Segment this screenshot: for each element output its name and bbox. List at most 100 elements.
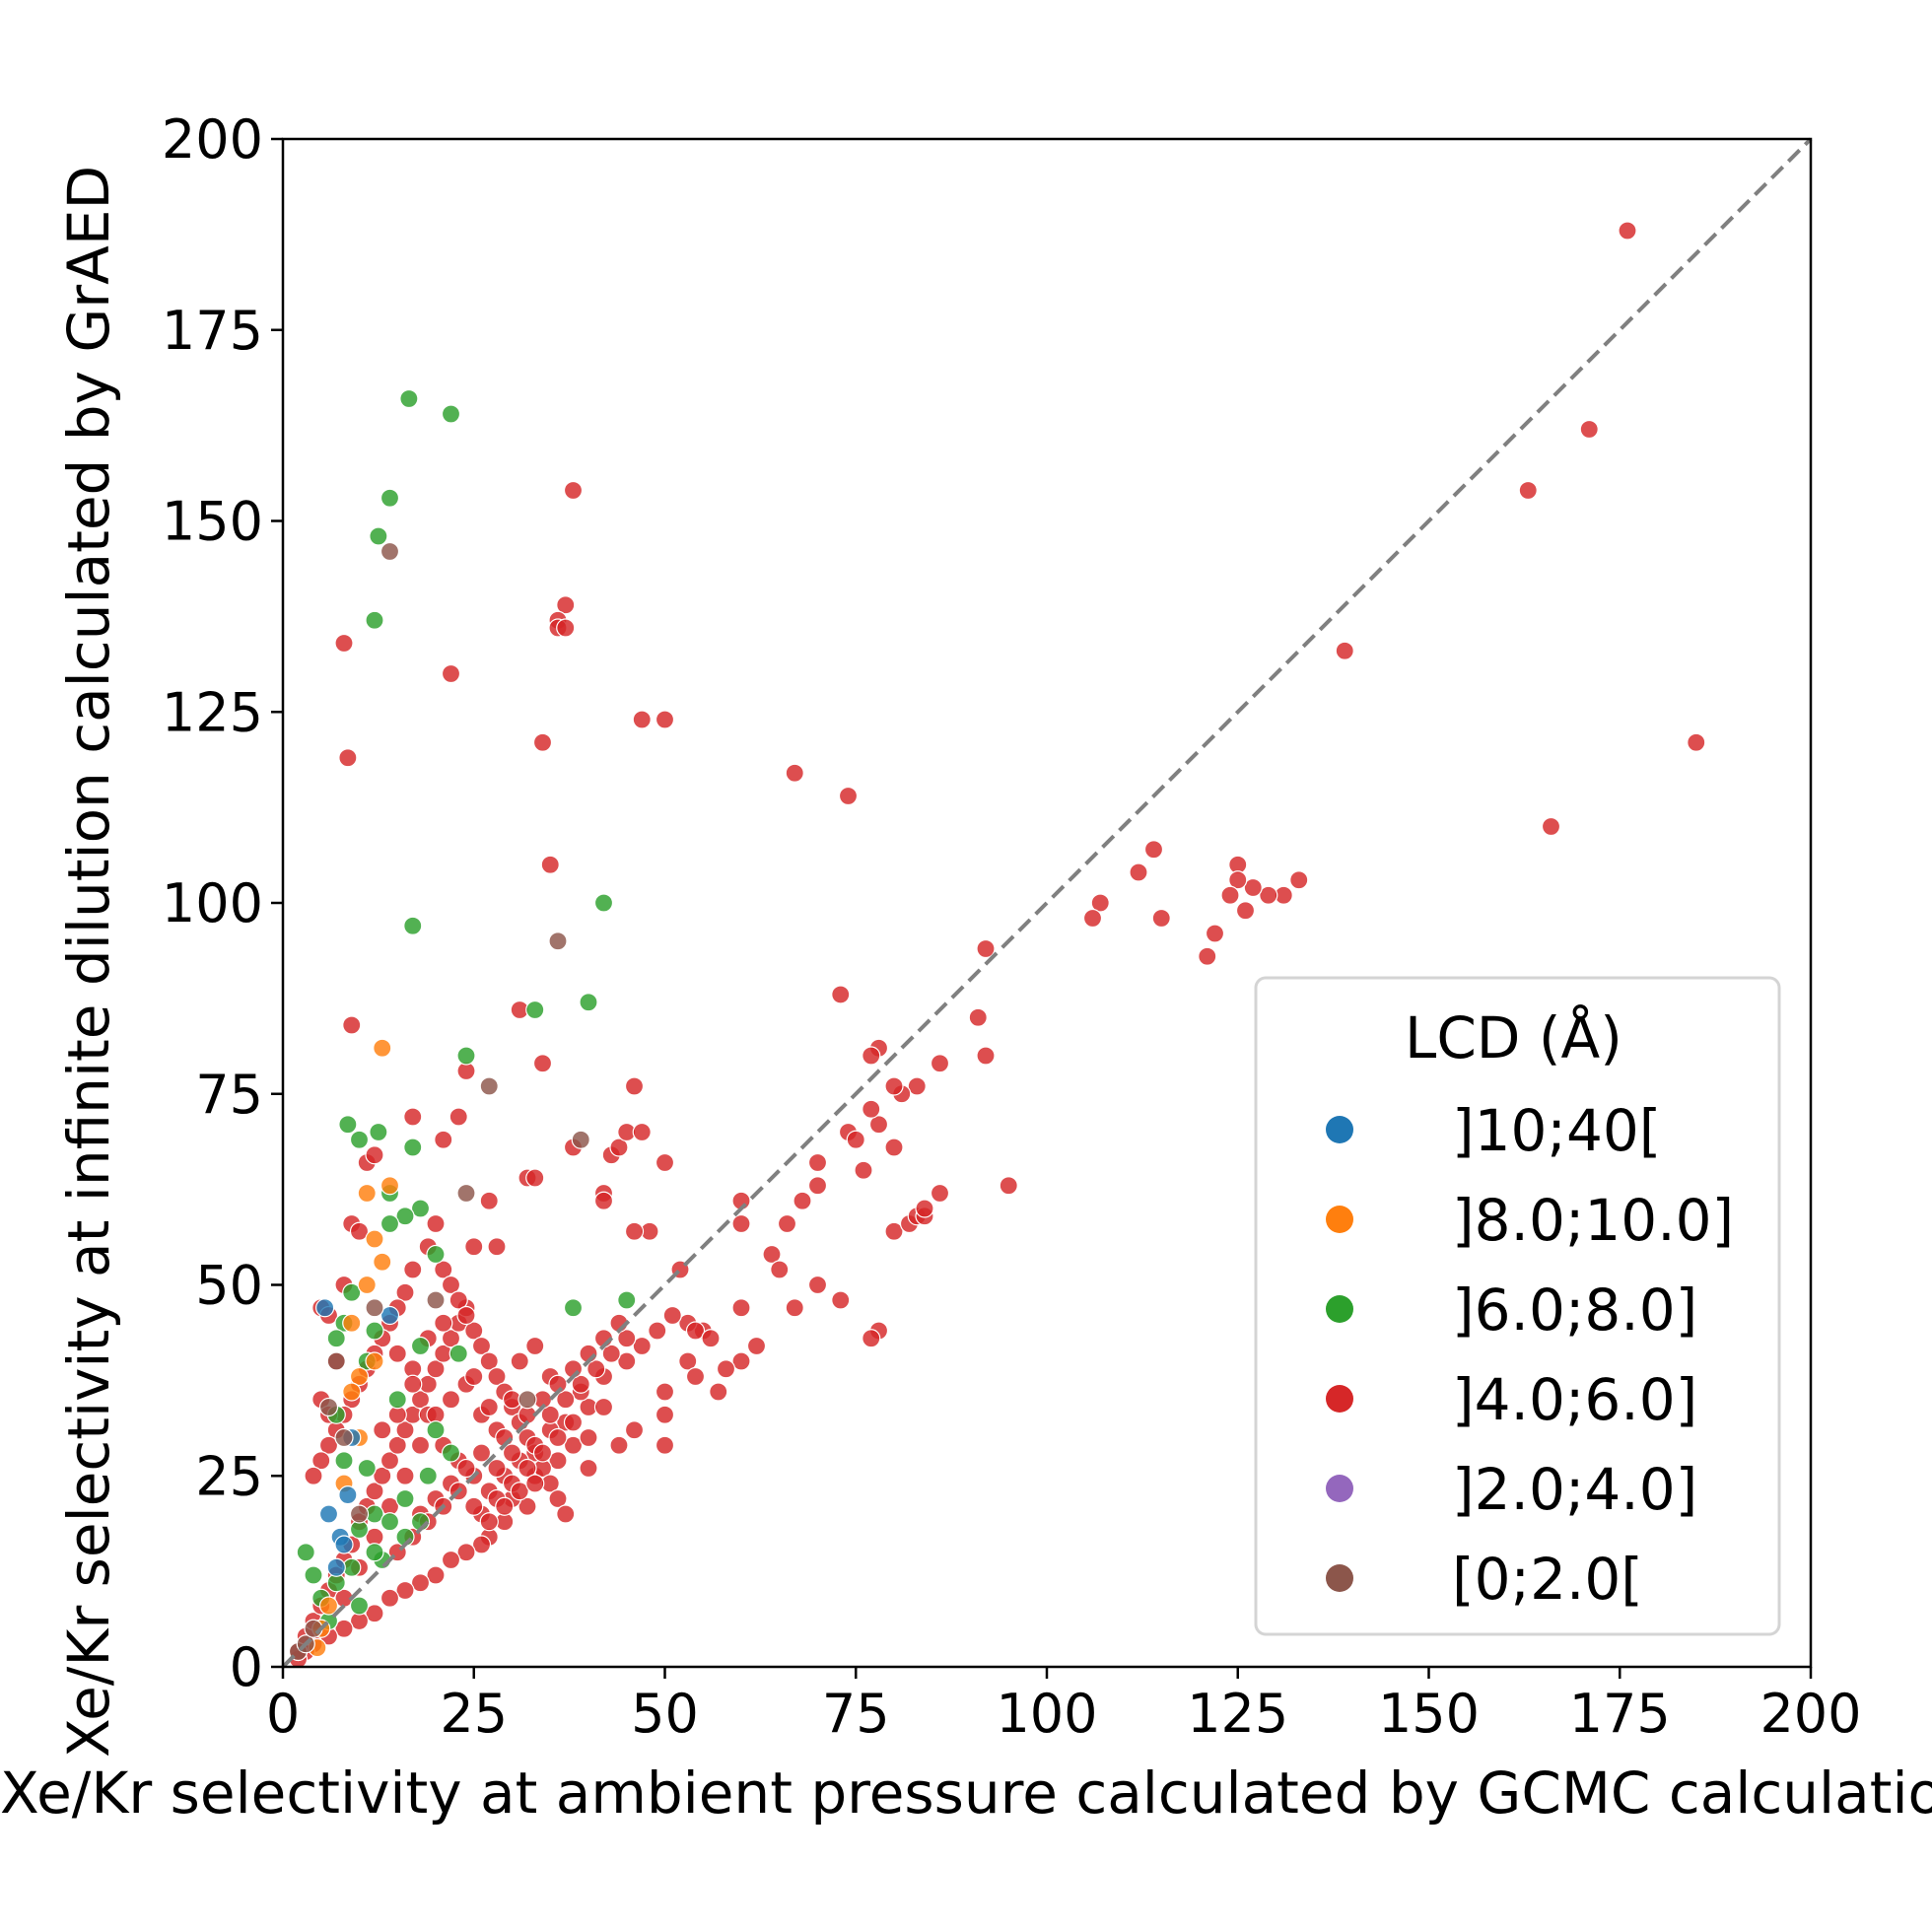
data-point [338,1485,358,1505]
data-point [487,1458,507,1479]
data-points [288,221,1706,1667]
data-point [326,1351,346,1371]
y-axis-title: Xe/Kr selectivity at infinite dilution c… [55,166,122,1758]
data-point [464,1321,484,1341]
data-point [357,1183,377,1204]
data-point [479,1191,499,1210]
data-point [342,1015,362,1035]
data-point [785,1298,804,1318]
data-point [655,1435,675,1455]
data-point [315,1298,335,1318]
data-point [884,1076,904,1096]
legend-label: ]10;40[ [1452,1097,1661,1164]
x-tick-label: 0 [266,1683,300,1745]
data-point [464,1496,484,1516]
data-point [365,1298,384,1318]
data-point [655,1382,675,1402]
data-point [624,1221,645,1241]
legend-label: ]8.0;10.0] [1452,1187,1734,1254]
data-point [609,1138,629,1157]
data-point [976,938,996,959]
data-point [349,1504,370,1524]
x-axis-title: Xe/Kr selectivity at ambient pressure ca… [0,1760,1932,1827]
data-point [410,1336,431,1356]
data-point [426,1359,446,1379]
data-point [716,1359,736,1379]
x-tick-label: 100 [996,1683,1097,1745]
data-point [395,1580,415,1601]
data-point [365,1482,384,1501]
data-point [532,1054,553,1073]
data-point [579,1458,598,1479]
data-point [441,1443,461,1463]
data-point [426,1565,446,1585]
data-point [1541,816,1561,837]
data-point [593,1191,614,1210]
data-point [373,1252,392,1272]
data-point [854,1160,873,1180]
legend-label: ]4.0;6.0] [1452,1366,1697,1433]
data-point [586,1359,606,1379]
data-point [701,1329,721,1348]
data-point [395,1488,415,1509]
data-point [632,1122,652,1142]
data-point [548,932,568,951]
data-point [1289,870,1309,890]
data-point [311,1451,331,1471]
data-point [510,1482,529,1501]
data-point [487,1366,507,1387]
data-point [563,1298,584,1318]
data-point [369,1122,388,1142]
data-point [1143,840,1164,860]
data-point [884,1221,904,1241]
y-tick-label: 175 [162,300,263,362]
data-point [976,1046,996,1066]
data-point [617,1290,637,1310]
data-point [632,1336,652,1356]
data-point [380,1512,400,1532]
data-point [655,710,675,729]
x-tick-label: 50 [631,1683,699,1745]
legend-marker [1326,1385,1353,1413]
data-point [556,595,576,615]
data-point [380,1588,400,1608]
legend-marker [1326,1206,1353,1233]
data-point [471,1336,492,1356]
data-point [571,1374,590,1394]
data-point [770,1260,790,1279]
data-point [456,1543,476,1562]
data-point [862,1099,881,1119]
data-point [471,1535,492,1554]
data-point [518,1458,537,1479]
data-point [380,1213,400,1234]
data-point [563,1435,584,1455]
data-point [441,1550,461,1570]
data-point [434,1313,453,1333]
data-point [1259,885,1278,905]
data-point [318,1504,339,1524]
data-point [1151,908,1171,929]
data-point [601,1344,621,1363]
data-point [342,1382,362,1402]
data-point [387,1344,407,1363]
data-point [862,1046,881,1066]
data-point [868,1115,889,1135]
data-point [387,1435,407,1455]
data-point [785,763,804,783]
data-point [655,1405,675,1424]
data-point [387,1390,407,1410]
data-point [395,1282,415,1302]
data-point [342,1313,362,1333]
data-point [318,1596,339,1616]
y-tick-label: 150 [162,491,263,553]
data-point [456,1458,476,1479]
data-point [403,916,423,935]
data-point [807,1176,828,1196]
data-point [349,1221,370,1241]
x-axis: 0 25 50 75 100 125 150 175 200 [266,1667,1862,1745]
data-point [296,1543,315,1562]
data-point [365,1543,384,1562]
data-point [930,1183,950,1204]
data-point [434,1130,453,1149]
